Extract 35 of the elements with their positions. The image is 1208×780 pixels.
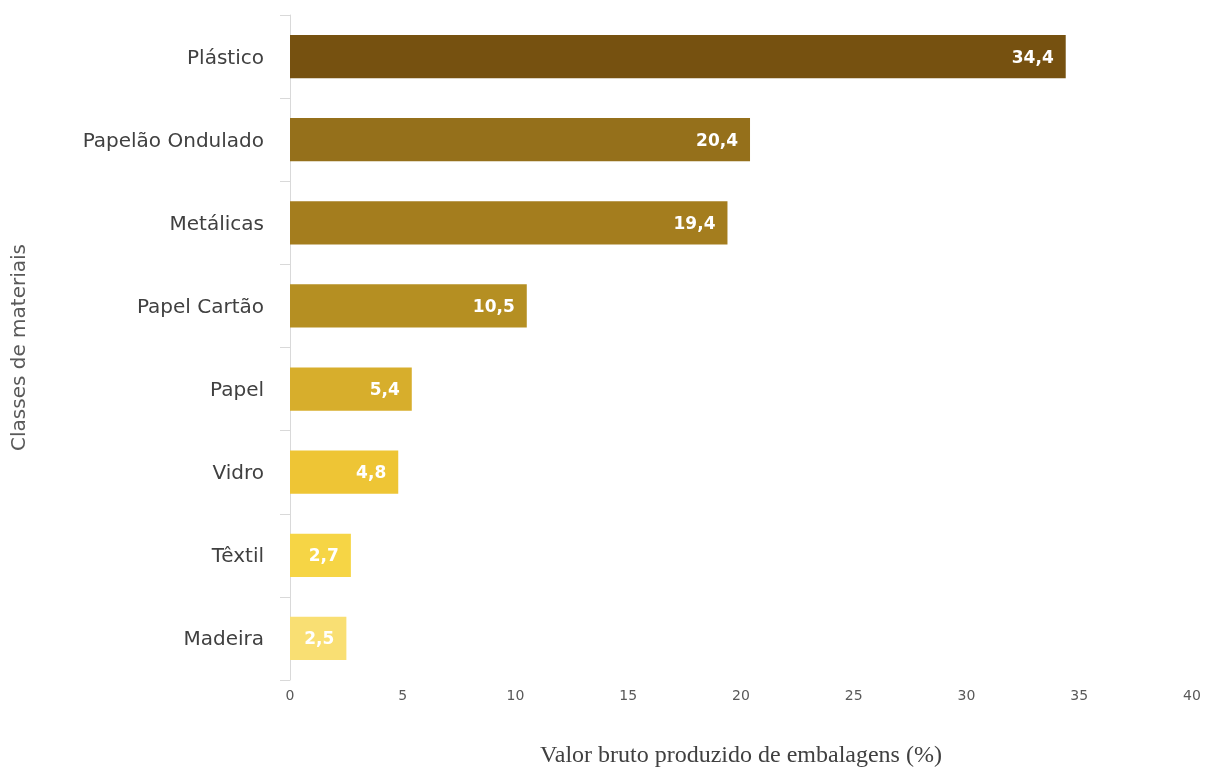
data-label: 5,4	[369, 379, 400, 400]
y-tick-label: Têxtil	[210, 543, 264, 568]
y-tick-label: Metálicas	[169, 210, 264, 235]
y-tick-label: Papel Cartão	[136, 293, 264, 318]
data-label: 4,8	[356, 462, 387, 483]
y-tick-label: Papel	[210, 377, 264, 402]
data-label: 34,4	[1011, 46, 1054, 67]
data-label: 10,5	[472, 295, 515, 316]
data-label: 2,7	[308, 545, 339, 566]
x-tick-label: 15	[619, 687, 638, 703]
data-label: 20,4	[696, 129, 739, 150]
bar	[290, 118, 751, 162]
bar	[290, 450, 399, 494]
y-tick-label: Plástico	[187, 44, 264, 69]
y-axis-title: Classes de materiais	[6, 244, 30, 451]
y-tick-label: Vidro	[212, 460, 264, 485]
x-tick-label: 40	[1183, 687, 1201, 703]
x-axis-title: Valor bruto produzido de embalagens (%)	[540, 741, 942, 767]
bar	[290, 201, 728, 245]
bar	[290, 616, 347, 661]
bar	[290, 284, 527, 328]
bar	[290, 533, 351, 577]
x-tick-label: 30	[957, 687, 976, 703]
bar	[290, 34, 1066, 79]
data-label: 2,5	[304, 628, 335, 649]
x-tick-label: 10	[506, 687, 525, 703]
x-tick-label: 5	[398, 687, 408, 703]
data-label: 19,4	[673, 212, 716, 233]
bar	[290, 367, 412, 411]
y-tick-label: Madeira	[183, 626, 264, 651]
x-tick-label: 25	[844, 687, 863, 703]
x-tick-label: 0	[285, 687, 295, 703]
x-tick-label: 20	[732, 687, 750, 703]
x-tick-label: 35	[1070, 687, 1089, 703]
y-tick-label: Papelão Ondulado	[82, 127, 264, 152]
